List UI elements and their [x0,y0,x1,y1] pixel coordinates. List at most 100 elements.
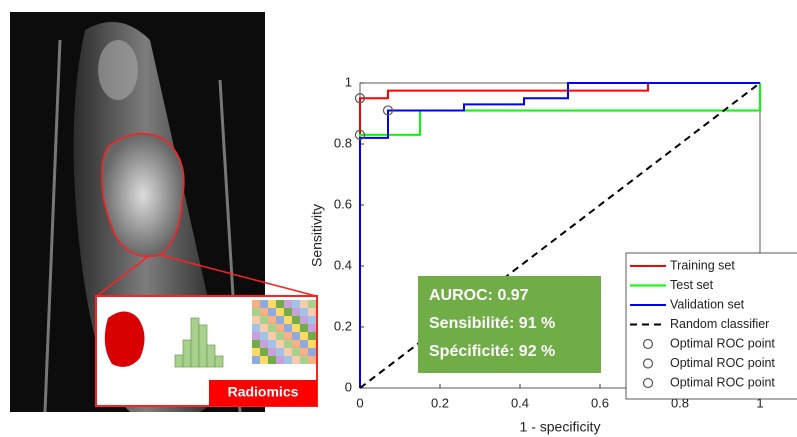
matrix-cell [260,332,268,340]
matrix-cell [276,348,284,356]
x-tick-label: 0.6 [591,395,609,410]
matrix-cell [308,316,316,324]
matrix-cell [252,332,260,340]
matrix-cell [300,300,308,308]
matrix-cell [268,308,276,316]
matrix-cell [276,316,284,324]
matrix-cell [300,308,308,316]
matrix-cell [292,348,300,356]
matrix-cell [276,308,284,316]
y-tick-label: 0.6 [334,196,352,211]
legend-marker [642,377,654,389]
matrix-cell [268,356,276,364]
matrix-cell [260,308,268,316]
legend-label: Test set [670,278,714,292]
matrix-cell [300,332,308,340]
legend-box [625,252,797,400]
matrix-cell [300,356,308,364]
matrix-cell [308,356,316,364]
matrix-cell [260,300,268,308]
matrix-cell [284,356,292,364]
legend-label: Optimal ROC point [670,375,775,389]
matrix-cell [252,316,260,324]
matrix-cell [284,348,292,356]
legend-label: Optimal ROC point [670,356,775,370]
matrix-cell [284,340,292,348]
legend-label: Random classifier [670,317,769,331]
matrix-cell [252,340,260,348]
matrix-cell [252,300,260,308]
metrics-box [418,276,601,373]
matrix-cell [284,316,292,324]
matrix-cell [268,348,276,356]
optimal-point [354,129,366,140]
matrix-cell [292,316,300,324]
matrix-cell [292,332,300,340]
matrix-cell [300,340,308,348]
matrix-cell [252,308,260,316]
radiomics-inset: Radiomics [95,295,318,407]
legend-label: Training set [670,258,735,272]
metric-text: Spécificité: 92 % [429,343,555,360]
matrix-cell [308,348,316,356]
matrix-cell [276,356,284,364]
legend-label: Optimal ROC point [670,336,775,350]
matrix-cell [276,340,284,348]
legend-marker [642,338,654,350]
matrix-cell [260,324,268,332]
matrix-cell [300,316,308,324]
matrix-cell [252,324,260,332]
matrix-cell [308,324,316,332]
matrix-cell [268,300,276,308]
matrix-cell [284,324,292,332]
legend-label: Validation set [670,297,745,311]
matrix-cell [300,348,308,356]
matrix-cell [308,308,316,316]
matrix-cell [284,332,292,340]
metric-text: Sensibilité: 91 % [429,315,555,332]
matrix-cell [308,300,316,308]
matrix-cell [284,308,292,316]
metric-text: AUROC: 0.97 [429,287,529,304]
optimal-point [354,93,366,104]
y-axis-label: Sensitivity [309,204,325,267]
matrix-cell [308,340,316,348]
x-tick-label: 0.2 [431,395,449,410]
matrix-cell [292,308,300,316]
matrix-cell [292,324,300,332]
optimal-point [382,105,394,116]
matrix-cell [292,300,300,308]
matrix-cell [260,348,268,356]
matrix-cell [268,324,276,332]
y-tick-label: 0.2 [334,318,352,333]
x-tick-label: 0 [356,395,363,410]
matrix-cell [292,340,300,348]
matrix-cell [276,300,284,308]
matrix-cell [276,324,284,332]
matrix-cell [292,356,300,364]
y-tick-label: 0 [345,379,352,394]
matrix-cell [276,332,284,340]
matrix-cell [252,356,260,364]
x-axis-label: 1 - specificity [520,419,601,435]
matrix-cell [260,316,268,324]
matrix-cell [260,356,268,364]
legend-marker [642,358,654,369]
x-tick-label: 1 [756,395,763,410]
roc-line [359,82,760,388]
roc-chart: 0 0.2 0.4 0.6 0.8 100.20.40.60.811 - specific… [309,74,797,435]
matrix-cell [284,300,292,308]
y-tick-label: 0.8 [334,135,352,150]
matrix-cell [260,340,268,348]
matrix-cell [268,340,276,348]
y-tick-label: 1 [345,74,352,89]
y-tick-label: 0.4 [334,257,352,272]
inset-label: Radiomics [228,384,299,400]
matrix-cell [300,324,308,332]
matrix-cell [268,316,276,324]
matrix-cell [308,332,316,340]
x-tick-label: 0.4 [511,395,529,410]
matrix-cell [252,348,260,356]
